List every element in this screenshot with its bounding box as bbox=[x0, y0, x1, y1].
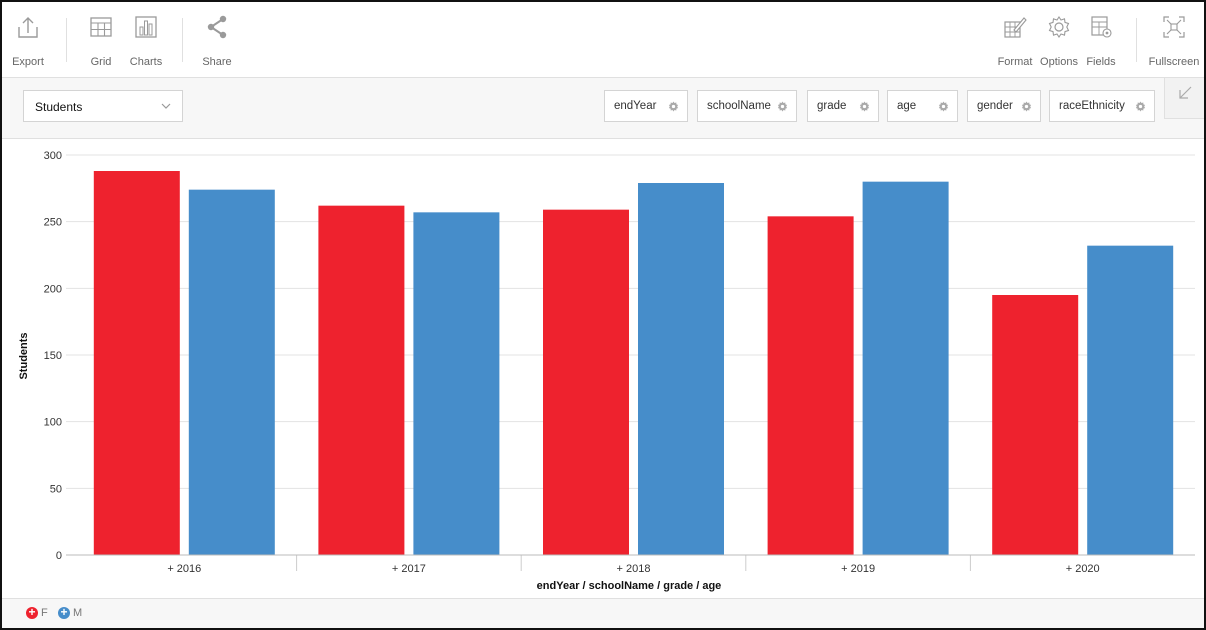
format-icon bbox=[1004, 17, 1027, 38]
x-axis-title: endYear / schoolName / grade / age bbox=[537, 580, 722, 592]
x-tick-label[interactable]: + 2020 bbox=[1066, 563, 1100, 575]
y-axis-ticks: 0 50 100 150 200 250 300 bbox=[44, 150, 62, 562]
export-button[interactable]: Export bbox=[2, 10, 54, 70]
bar-m-2018[interactable] bbox=[638, 183, 724, 555]
filter-pill-label: gender bbox=[977, 100, 1013, 112]
bar-f-2018[interactable] bbox=[543, 209, 629, 555]
fullscreen-button[interactable]: Fullscreen bbox=[1148, 10, 1200, 70]
grid-button[interactable]: Grid bbox=[75, 10, 127, 70]
collapse-button[interactable] bbox=[1164, 78, 1204, 119]
y-tick-label: 50 bbox=[50, 483, 62, 495]
bar-f-2019[interactable] bbox=[767, 216, 854, 555]
filter-pill-raceethnicity[interactable]: raceEthnicity bbox=[1049, 90, 1155, 122]
bars bbox=[93, 171, 1174, 555]
y-tick-label: 200 bbox=[44, 283, 62, 295]
x-tick-label[interactable]: + 2019 bbox=[841, 563, 875, 575]
filter-pill-schoolname[interactable]: schoolName bbox=[697, 90, 797, 122]
y-tick-label: 300 bbox=[44, 150, 62, 162]
y-tick-label: 150 bbox=[44, 350, 62, 362]
bar-m-2017[interactable] bbox=[413, 212, 500, 555]
toolbar-divider bbox=[182, 18, 183, 62]
gear-icon[interactable] bbox=[1135, 101, 1146, 112]
collapse-arrow-icon bbox=[1179, 86, 1192, 99]
export-label: Export bbox=[12, 56, 44, 68]
x-tick-label[interactable]: + 2018 bbox=[617, 563, 651, 575]
share-button[interactable]: Share bbox=[191, 10, 243, 70]
measure-value: Students bbox=[35, 100, 83, 114]
export-icon bbox=[18, 17, 38, 38]
fullscreen-label: Fullscreen bbox=[1148, 56, 1200, 68]
gear-icon[interactable] bbox=[777, 101, 788, 112]
filter-pill-age[interactable]: age bbox=[887, 90, 958, 122]
filter-pill-label: grade bbox=[817, 100, 847, 112]
filter-pill-label: endYear bbox=[614, 100, 657, 112]
fullscreen-icon bbox=[1163, 16, 1185, 38]
toolbar-divider bbox=[66, 18, 67, 62]
legend-label: F bbox=[41, 607, 48, 619]
toolbar: Export Grid Charts bbox=[2, 2, 1204, 78]
y-tick-label: 100 bbox=[44, 417, 62, 429]
bar-f-2017[interactable] bbox=[318, 205, 405, 555]
y-tick-label: 250 bbox=[44, 217, 62, 229]
gear-icon[interactable] bbox=[938, 101, 949, 112]
x-tick-label[interactable]: + 2017 bbox=[392, 563, 426, 575]
y-tick-label: 0 bbox=[56, 550, 62, 562]
bar-m-2019[interactable] bbox=[862, 181, 949, 555]
filter-pill-gender[interactable]: gender bbox=[967, 90, 1041, 122]
filter-pill-grade[interactable]: grade bbox=[807, 90, 879, 122]
bar-f-2016[interactable] bbox=[93, 171, 180, 555]
y-axis-title: Students bbox=[18, 332, 30, 379]
fields-icon bbox=[1091, 16, 1112, 38]
legend: + F + M bbox=[2, 598, 1204, 628]
bar-f-2020[interactable] bbox=[992, 295, 1079, 555]
charts-label: Charts bbox=[129, 56, 163, 68]
plus-icon: + bbox=[58, 605, 70, 619]
share-label: Share bbox=[202, 56, 232, 68]
charts-icon bbox=[135, 16, 157, 38]
gear-icon[interactable] bbox=[1021, 101, 1032, 112]
grid-label: Grid bbox=[90, 56, 112, 68]
bar-m-2020[interactable] bbox=[1087, 245, 1174, 555]
x-axis: + 2016 + 2017 + 2018 + 2019 + 2020 bbox=[72, 554, 1195, 575]
gear-icon[interactable] bbox=[859, 101, 870, 112]
gear-icon[interactable] bbox=[668, 101, 679, 112]
share-icon bbox=[207, 15, 227, 39]
filter-pill-label: raceEthnicity bbox=[1059, 100, 1125, 112]
fields-button[interactable]: Fields bbox=[1075, 10, 1127, 70]
format-button[interactable]: Format bbox=[989, 10, 1041, 70]
plus-icon: + bbox=[26, 605, 38, 619]
x-tick-label[interactable]: + 2016 bbox=[167, 563, 201, 575]
fields-label: Fields bbox=[1086, 56, 1116, 68]
options-label: Options bbox=[1040, 56, 1078, 68]
filter-pill-label: schoolName bbox=[707, 100, 771, 112]
bar-m-2016[interactable] bbox=[188, 189, 275, 555]
filter-pill-endyear[interactable]: endYear bbox=[604, 90, 688, 122]
charts-button[interactable]: Charts bbox=[120, 10, 172, 70]
toolbar-divider bbox=[1136, 18, 1137, 62]
measure-dropdown[interactable]: Students bbox=[23, 90, 183, 122]
filter-bar: Students endYear schoolName grade age ge… bbox=[2, 78, 1204, 139]
options-button[interactable]: Options bbox=[1033, 10, 1085, 70]
options-icon bbox=[1048, 16, 1070, 38]
filter-pill-label: age bbox=[897, 100, 917, 112]
format-label: Format bbox=[997, 56, 1033, 68]
legend-label: M bbox=[73, 607, 83, 619]
chevron-down-icon bbox=[161, 103, 171, 109]
grid-icon bbox=[90, 17, 112, 37]
